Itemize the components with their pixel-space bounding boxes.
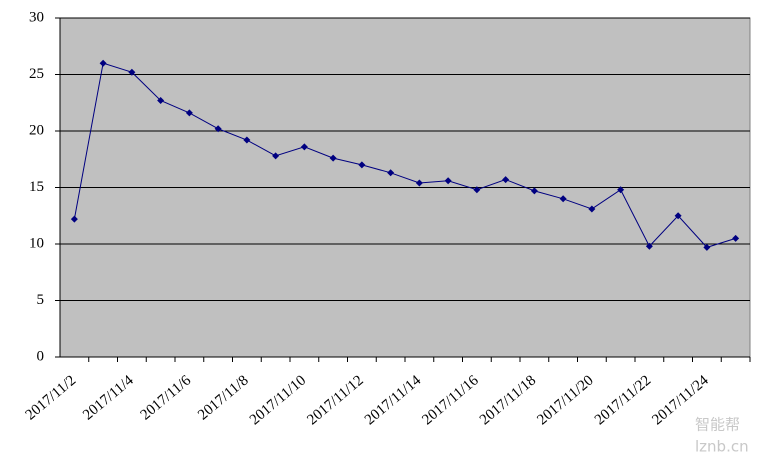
x-tick-label: 2017/11/2 xyxy=(23,372,79,423)
y-tick-label: 15 xyxy=(29,179,44,195)
y-tick-label: 0 xyxy=(37,348,45,364)
y-tick-label: 10 xyxy=(29,235,44,251)
marker xyxy=(387,169,395,177)
x-tick-label: 2017/11/22 xyxy=(592,372,654,428)
x-tick-label: 2017/11/12 xyxy=(304,372,366,428)
marker xyxy=(617,186,625,194)
x-tick-label: 2017/11/16 xyxy=(419,372,482,428)
marker xyxy=(70,215,78,223)
marker xyxy=(588,205,596,213)
marker xyxy=(415,179,423,187)
y-tick-label: 30 xyxy=(29,9,44,25)
watermark-url: lznb.cn xyxy=(695,438,749,456)
marker xyxy=(358,161,366,169)
x-tick-label: 2017/11/8 xyxy=(195,372,251,423)
marker xyxy=(530,187,538,195)
x-tick-label: 2017/11/18 xyxy=(477,372,539,428)
x-tick-label: 2017/11/10 xyxy=(247,372,309,428)
x-tick-label: 2017/11/4 xyxy=(80,372,137,423)
marker xyxy=(502,176,510,184)
y-tick-label: 25 xyxy=(29,66,44,82)
y-tick-label: 5 xyxy=(37,292,45,308)
marker xyxy=(444,177,452,185)
x-tick-label: 2017/11/20 xyxy=(534,372,596,428)
marker xyxy=(243,136,251,144)
marker xyxy=(214,125,222,133)
x-tick-label: 2017/11/14 xyxy=(362,372,425,428)
x-tick-label: 2017/11/6 xyxy=(138,372,195,423)
marker xyxy=(185,109,193,117)
marker xyxy=(329,154,337,162)
marker xyxy=(272,152,280,160)
marker xyxy=(674,212,682,220)
line xyxy=(73,62,736,248)
marker xyxy=(732,234,740,242)
marker xyxy=(157,96,165,104)
y-tick-label: 20 xyxy=(29,122,44,138)
marker xyxy=(99,59,107,67)
marker xyxy=(473,186,481,194)
marker xyxy=(128,68,136,76)
marker xyxy=(300,143,308,151)
marker xyxy=(703,243,711,251)
marker xyxy=(645,242,653,250)
watermark-text: 智能帮 xyxy=(695,416,740,434)
marker xyxy=(559,195,567,203)
